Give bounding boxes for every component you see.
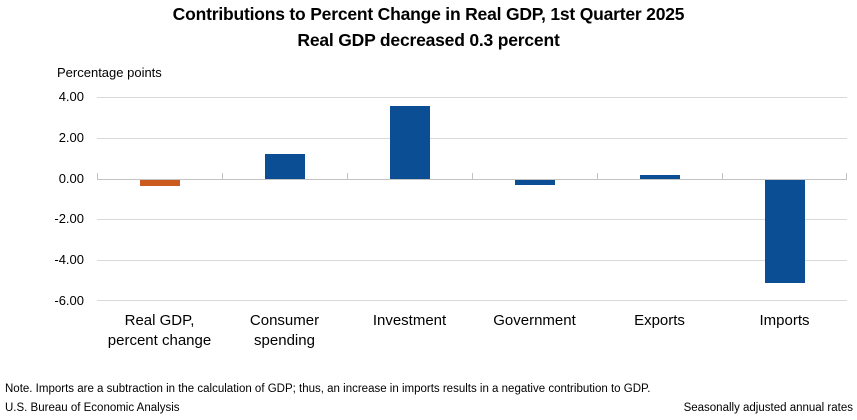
bar-government (515, 180, 555, 185)
y-tick-label-0.00: 0.00 (58, 171, 84, 186)
axis-tick (597, 173, 598, 179)
gridline-4.00 (97, 97, 847, 98)
y-tick-label--2.00: -2.00 (54, 211, 84, 226)
bar-real-gdp-percent-change (140, 180, 180, 186)
y-axis-unit-label: Percentage points (57, 65, 162, 80)
axis-tick (347, 173, 348, 179)
chart-subtitle: Real GDP decreased 0.3 percent (297, 30, 560, 50)
chart-title: Contributions to Percent Change in Real … (172, 4, 685, 24)
zero-axis-line (97, 179, 847, 180)
y-tick-label-4.00: 4.00 (58, 89, 84, 104)
x-category-label-government: Government (493, 312, 576, 329)
axis-tick (222, 173, 223, 179)
x-category-label-real-gdp-percent-change: Real GDP, percent change (107, 312, 212, 349)
axis-tick (846, 173, 847, 179)
axis-tick (97, 173, 98, 179)
axis-tick (472, 173, 473, 179)
bar-consumer-spending (265, 154, 305, 179)
footer-right-text: Seasonally adjusted annual rates (683, 402, 853, 414)
plot-area (97, 97, 847, 301)
x-category-label-consumer-spending: Consumer spending (249, 312, 320, 349)
bar-imports (765, 180, 805, 283)
source-text: U.S. Bureau of Economic Analysis (5, 402, 180, 414)
bar-exports (640, 175, 680, 179)
y-tick-label-2.00: 2.00 (58, 130, 84, 145)
gridline-2.00 (97, 138, 847, 139)
x-category-label-exports: Exports (634, 312, 685, 329)
y-tick-label--4.00: -4.00 (54, 252, 84, 267)
y-tick-label--6.00: -6.00 (54, 293, 84, 308)
axis-tick (722, 173, 723, 179)
note-text: Note. Imports are a subtraction in the c… (5, 383, 651, 395)
bar-investment (390, 106, 430, 179)
x-category-label-investment: Investment (372, 312, 447, 329)
gridline--6.00 (97, 300, 847, 301)
gridline--2.00 (97, 219, 847, 220)
x-category-label-imports: Imports (759, 312, 810, 329)
gridline--4.00 (97, 260, 847, 261)
x-axis-category-labels: Real GDP, percent change Consumer spendin… (97, 311, 847, 351)
